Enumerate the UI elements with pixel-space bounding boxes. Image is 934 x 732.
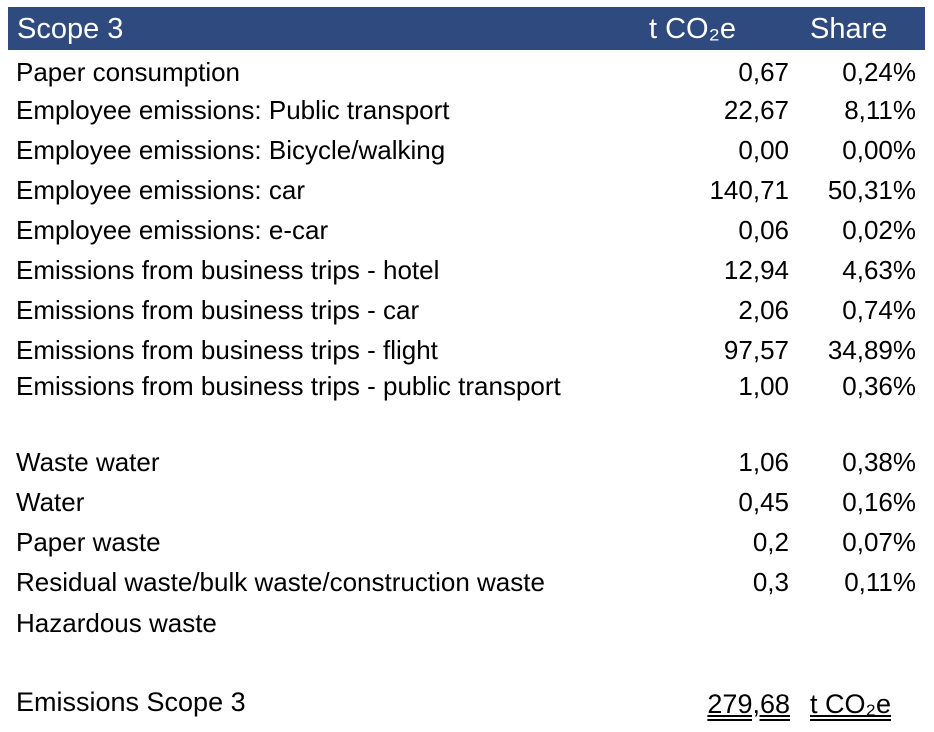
total-unit: t CO₂e	[810, 689, 891, 719]
row-label: Emissions from business trips - flight	[16, 335, 438, 365]
row-label: Employee emissions: e-car	[16, 215, 329, 245]
row-value: 0,06	[738, 215, 789, 245]
header-share: Share	[810, 13, 888, 45]
row-label: Emissions from business trips - hotel	[16, 255, 440, 285]
row-value: 97,57	[723, 335, 789, 365]
row-share: 0,02%	[842, 215, 916, 245]
total-label: Emissions Scope 3	[16, 687, 246, 717]
row-share: 34,89%	[827, 335, 916, 365]
row-label: Hazardous waste	[16, 608, 217, 638]
row-value: 0,67	[738, 57, 789, 87]
row-label: Emissions from business trips - car	[16, 295, 420, 325]
header-unit: t CO₂e	[649, 13, 736, 45]
row-value: 140,71	[709, 175, 789, 205]
row-value: 0,00	[738, 135, 789, 165]
row-label: Residual waste/bulk waste/construction w…	[16, 567, 545, 597]
row-value: 22,67	[723, 95, 789, 125]
row-label: Employee emissions: Public transport	[16, 95, 450, 125]
row-share: 0,74%	[842, 295, 916, 325]
row-label: Waste water	[16, 447, 160, 477]
row-label: Water	[16, 487, 85, 517]
row-value: 0,45	[738, 487, 789, 517]
row-label: Emissions from business trips - public t…	[16, 371, 561, 401]
row-share: 0,00%	[842, 135, 916, 165]
row-share: 0,24%	[842, 57, 916, 87]
row-label: Paper consumption	[16, 57, 241, 87]
row-share: 4,63%	[842, 255, 916, 285]
row-value: 1,00	[738, 371, 789, 401]
row-label: Employee emissions: car	[16, 175, 305, 205]
row-share: 0,11%	[844, 567, 916, 597]
row-value: 1,06	[738, 447, 789, 477]
row-value: 2,06	[738, 295, 789, 325]
header-title: Scope 3	[17, 13, 124, 45]
row-label: Paper waste	[16, 527, 161, 557]
row-share: 50,31%	[827, 175, 916, 205]
row-share: 8,11%	[844, 95, 916, 125]
row-label: Employee emissions: Bicycle/walking	[16, 135, 446, 165]
table-header: Scope 3 t CO₂e Share	[8, 7, 925, 50]
total-value: 279,68	[707, 689, 790, 719]
row-value: 0,2	[752, 527, 789, 557]
row-value: 0,3	[752, 567, 789, 597]
row-share: 0,38%	[842, 447, 916, 477]
row-share: 0,16%	[842, 487, 916, 517]
row-share: 0,36%	[842, 371, 916, 401]
row-share: 0,07%	[842, 527, 916, 557]
row-value: 12,94	[723, 255, 789, 285]
